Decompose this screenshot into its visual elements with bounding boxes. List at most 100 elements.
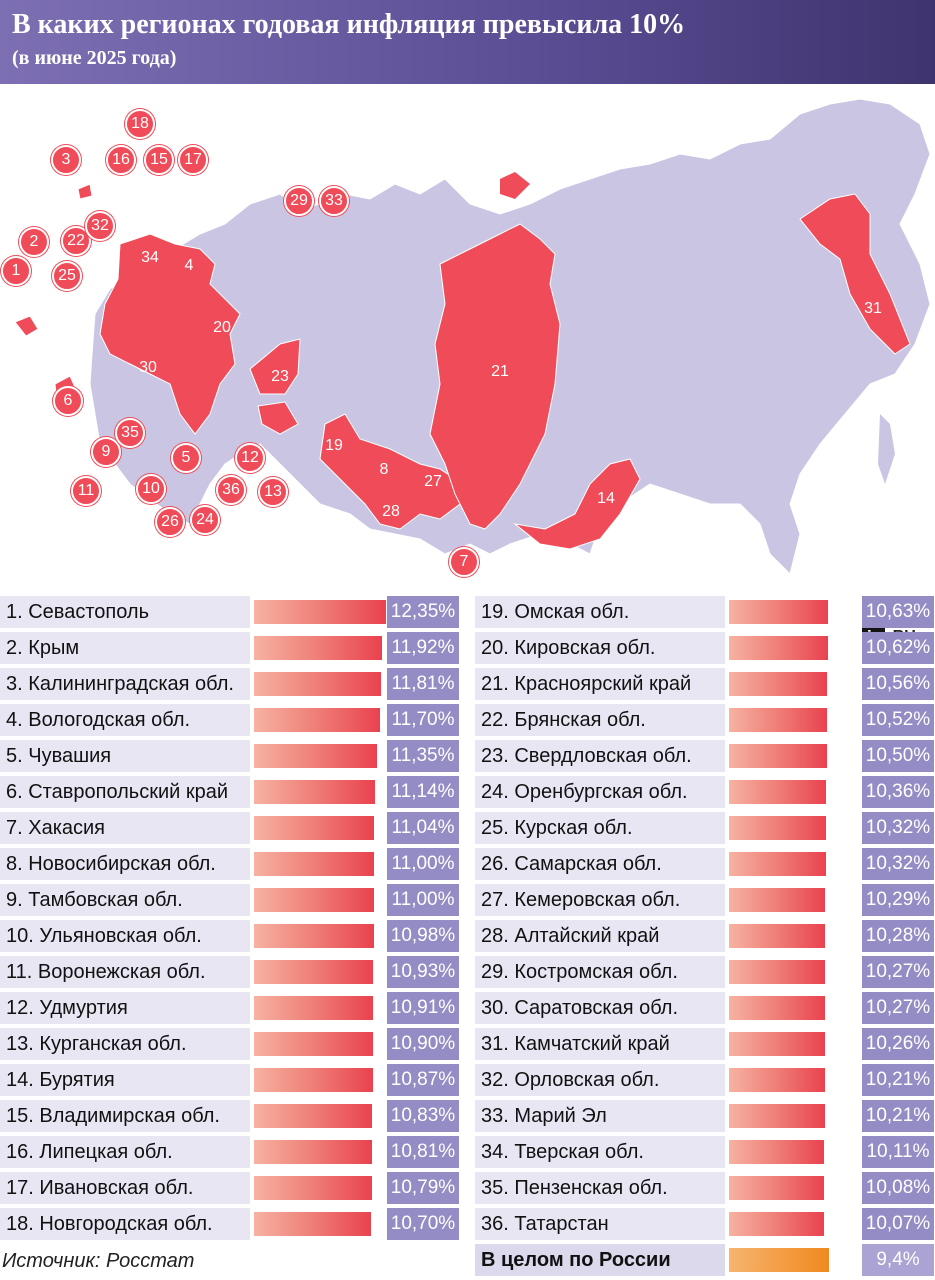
region-name: 6. Ставропольский край	[0, 776, 250, 808]
region-name: 10. Ульяновская обл.	[0, 920, 250, 952]
inflation-bar	[254, 1032, 373, 1056]
inflation-value: 10,27%	[862, 956, 934, 988]
inflation-value: 10,32%	[862, 848, 934, 880]
table-row-total: В целом по России 9,4%	[475, 1244, 934, 1276]
inflation-value: 11,14%	[387, 776, 459, 808]
inflation-bar	[254, 600, 386, 624]
region-name: 4. Вологодская обл.	[0, 704, 250, 736]
region-name: 21. Красноярский край	[475, 668, 725, 700]
region-name: 14. Бурятия	[0, 1064, 250, 1096]
table-row: 23. Свердловская обл. 10,50%	[475, 740, 934, 772]
table-row: 15. Владимирская обл. 10,83%	[0, 1100, 459, 1132]
inflation-bar	[254, 888, 374, 912]
table-row: 10. Ульяновская обл. 10,98%	[0, 920, 459, 952]
table-row: 21. Красноярский край 10,56%	[475, 668, 934, 700]
region-name: В целом по России	[475, 1244, 725, 1276]
inflation-value: 10,21%	[862, 1100, 934, 1132]
map-marker-21: 21	[491, 363, 509, 380]
table-row: 20. Кировская обл. 10,62%	[475, 632, 934, 664]
table-row: 5. Чувашия 11,35%	[0, 740, 459, 772]
map-marker-6: 6	[53, 386, 83, 416]
inflation-value: 12,35%	[387, 596, 459, 628]
table-row: 3. Калининградская обл. 11,81%	[0, 668, 459, 700]
region-name: 18. Новгородская обл.	[0, 1208, 250, 1240]
inflation-value: 10,50%	[862, 740, 934, 772]
inflation-bar	[254, 1104, 372, 1128]
region-name: 30. Саратовская обл.	[475, 992, 725, 1024]
region-name: 33. Марий Эл	[475, 1100, 725, 1132]
table-row: 22. Брянская обл. 10,52%	[475, 704, 934, 736]
map-marker-11: 11	[71, 476, 101, 506]
map-marker-10: 10	[136, 474, 166, 504]
inflation-value: 10,83%	[387, 1100, 459, 1132]
inflation-bar	[254, 924, 374, 948]
inflation-value: 10,11%	[862, 1136, 934, 1168]
region-name: 29. Костромская обл.	[475, 956, 725, 988]
inflation-bar	[729, 1140, 824, 1164]
inflation-bar	[254, 708, 380, 732]
map-marker-24: 24	[190, 505, 220, 535]
table-row: 14. Бурятия 10,87%	[0, 1064, 459, 1096]
inflation-bar	[254, 816, 374, 840]
region-name: 7. Хакасия	[0, 812, 250, 844]
inflation-value: 10,52%	[862, 704, 934, 736]
region-central-cluster	[99, 233, 241, 435]
region-name: 35. Пензенская обл.	[475, 1172, 725, 1204]
inflation-bar	[729, 996, 825, 1020]
inflation-value: 11,70%	[387, 704, 459, 736]
region-name: 9. Тамбовская обл.	[0, 884, 250, 916]
table-row: 4. Вологодская обл. 11,70%	[0, 704, 459, 736]
region-1-2-crimea	[14, 315, 39, 337]
region-21	[429, 223, 561, 530]
header: В каких регионах годовая инфляция превыс…	[0, 0, 935, 84]
table-row: 28. Алтайский край 10,28%	[475, 920, 934, 952]
inflation-bar	[729, 708, 827, 732]
inflation-bar	[729, 1032, 825, 1056]
map-marker-22: 22	[61, 226, 91, 256]
region-name: 28. Алтайский край	[475, 920, 725, 952]
map-marker-12: 12	[235, 443, 265, 473]
table-row: 36. Татарстан 10,07%	[475, 1208, 934, 1240]
inflation-bar	[729, 1176, 824, 1200]
region-14	[513, 458, 641, 550]
inflation-value: 10,91%	[387, 992, 459, 1024]
table-row: 6. Ставропольский край 11,14%	[0, 776, 459, 808]
inflation-bar	[729, 1212, 824, 1236]
table-row: 18. Новгородская обл. 10,70%	[0, 1208, 459, 1240]
map-marker-3: 3	[51, 145, 81, 175]
region-name: 15. Владимирская обл.	[0, 1100, 250, 1132]
map-marker-30: 30	[139, 359, 157, 376]
region-name: 34. Тверская обл.	[475, 1136, 725, 1168]
inflation-value: 10,98%	[387, 920, 459, 952]
table-row: 17. Ивановская обл. 10,79%	[0, 1172, 459, 1204]
map-marker-32: 32	[85, 211, 115, 241]
inflation-bar	[254, 1176, 372, 1200]
russia-map: 1 2 3 4 5 6 7 8 9 10 11 12 13 14 15 16 17 18 19 20 21 22 23 24 2…	[0, 84, 935, 649]
region-name: 2. Крым	[0, 632, 250, 664]
inflation-value: 10,87%	[387, 1064, 459, 1096]
inflation-bar	[729, 816, 826, 840]
inflation-bar	[729, 924, 825, 948]
inflation-bar	[729, 600, 828, 624]
map-marker-9: 9	[91, 437, 121, 467]
map-marker-35: 35	[115, 418, 145, 448]
region-name: 8. Новосибирская обл.	[0, 848, 250, 880]
inflation-value: 10,28%	[862, 920, 934, 952]
map-marker-13: 13	[258, 477, 288, 507]
table-row: 34. Тверская обл. 10,11%	[475, 1136, 934, 1168]
table-row: 26. Самарская обл. 10,32%	[475, 848, 934, 880]
inflation-value: 11,04%	[387, 812, 459, 844]
map-marker-29: 29	[284, 186, 314, 216]
inflation-bar	[254, 852, 374, 876]
map-marker-17: 17	[178, 145, 208, 175]
inflation-value: 10,70%	[387, 1208, 459, 1240]
region-name: 17. Ивановская обл.	[0, 1172, 250, 1204]
inflation-bar	[729, 852, 826, 876]
inflation-value: 10,32%	[862, 812, 934, 844]
inflation-value: 10,81%	[387, 1136, 459, 1168]
inflation-bar	[729, 636, 828, 660]
region-name: 5. Чувашия	[0, 740, 250, 772]
inflation-bar	[254, 636, 382, 660]
inflation-bar	[729, 780, 826, 804]
table-row: 29. Костромская обл. 10,27%	[475, 956, 934, 988]
